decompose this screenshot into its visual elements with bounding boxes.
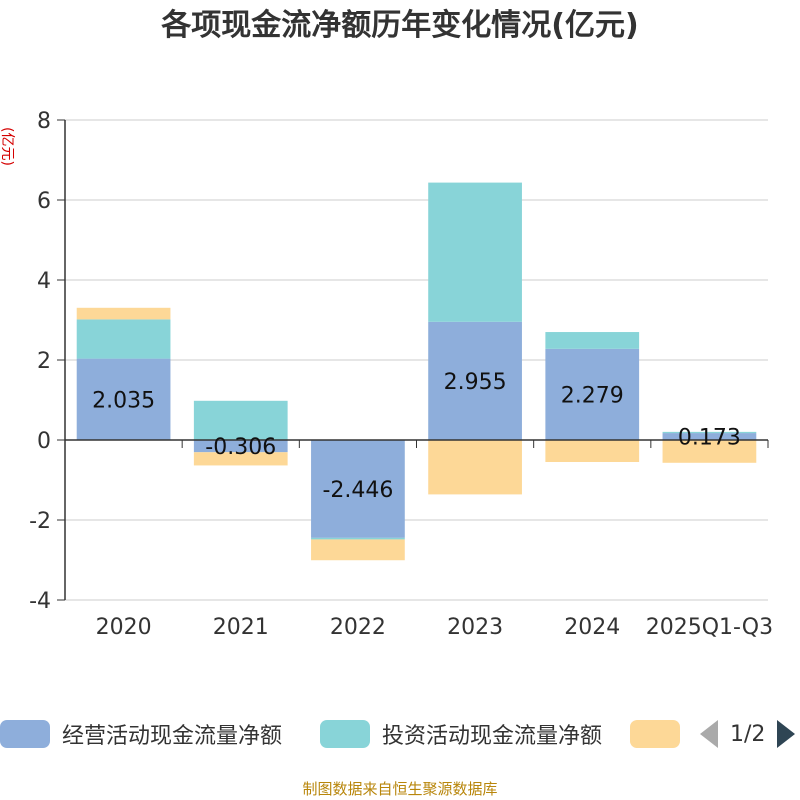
bar-s0-2022 <box>311 440 405 538</box>
y-tick-label: -4 <box>29 589 51 614</box>
y-tick-label: 2 <box>37 349 51 374</box>
legend-item-financing[interactable] <box>630 716 692 752</box>
grid-lines <box>65 119 768 601</box>
y-tick-label: 0 <box>37 429 51 454</box>
legend-page-indicator: 1/2 <box>730 721 766 747</box>
bar-s0-2021 <box>193 440 288 453</box>
bar-s1-2022 <box>311 537 405 540</box>
data-label-2020: 2.035 <box>92 388 155 413</box>
bar-s0-2023 <box>428 321 522 440</box>
legend-label-operating: 经营活动现金流量净额 <box>62 724 283 749</box>
legend: 经营活动现金流量净额 投资活动现金流量净额 1/2 <box>0 716 800 752</box>
bar-s0-2025Q1-Q3 <box>662 433 757 440</box>
data-label-2023: 2.955 <box>444 370 507 395</box>
axes: -4 -2 0 2 4 6 8 2020 2021 2022 2023 2024 2025Q1-Q3 <box>29 109 773 640</box>
x-category-label: 2025Q1-Q3 <box>646 615 773 640</box>
bar-s2-2024 <box>545 440 640 462</box>
data-label-2024: 2.279 <box>561 383 624 408</box>
chart-title: 各项现金流净额历年变化情况(亿元) <box>161 8 639 43</box>
legend-label-investing: 投资活动现金流量净额 <box>382 724 603 749</box>
data-labels: 2.035 -0.306 -2.446 2.955 2.279 0.173 <box>92 370 741 503</box>
bar-s2-2025Q1-Q3 <box>662 440 757 463</box>
x-category-label: 2022 <box>330 615 386 640</box>
x-category-label: 2020 <box>96 615 152 640</box>
bar-s0-2020 <box>76 358 171 440</box>
bar-s2-2023 <box>428 440 522 495</box>
x-category-label: 2023 <box>447 615 503 640</box>
chart-plot: -4 -2 0 2 4 6 8 2020 2021 2022 2023 2024 2025Q1-Q3 2… <box>29 109 773 640</box>
data-label-2021: -0.306 <box>205 435 276 460</box>
y-tick-label: 4 <box>37 269 51 294</box>
legend-prev-page-icon[interactable] <box>700 720 718 748</box>
legend-swatch-financing <box>630 720 680 748</box>
bar-s1-2020 <box>76 319 171 359</box>
legend-next-page-icon[interactable] <box>777 720 796 748</box>
y-tick-label: -2 <box>29 509 51 534</box>
bar-s1-2021 <box>193 400 288 440</box>
data-label-2025Q1-Q3: 0.173 <box>678 426 741 451</box>
legend-swatch-operating <box>0 720 50 748</box>
bar-s2-2020 <box>76 307 171 320</box>
legend-swatch-investing <box>320 720 370 748</box>
bar-s2-2022 <box>311 539 405 561</box>
bar-s2-2021 <box>193 452 288 466</box>
bar-s0-2024 <box>545 348 640 440</box>
bars <box>76 182 757 561</box>
y-tick-label: 8 <box>37 109 51 134</box>
legend-item-investing[interactable]: 投资活动现金流量净额 <box>320 716 602 752</box>
x-category-label: 2021 <box>213 615 269 640</box>
x-category-label: 2024 <box>564 615 620 640</box>
bar-s1-2023 <box>428 182 522 322</box>
legend-pager: 1/2 <box>700 716 796 752</box>
bar-s1-2024 <box>545 332 640 349</box>
y-tick-label: 6 <box>37 189 51 214</box>
bar-s1-2025Q1-Q3 <box>662 431 757 434</box>
legend-item-operating[interactable]: 经营活动现金流量净额 <box>0 716 282 752</box>
data-label-2022: -2.446 <box>322 478 393 503</box>
source-note: 制图数据来自恒生聚源数据库 <box>302 780 498 798</box>
